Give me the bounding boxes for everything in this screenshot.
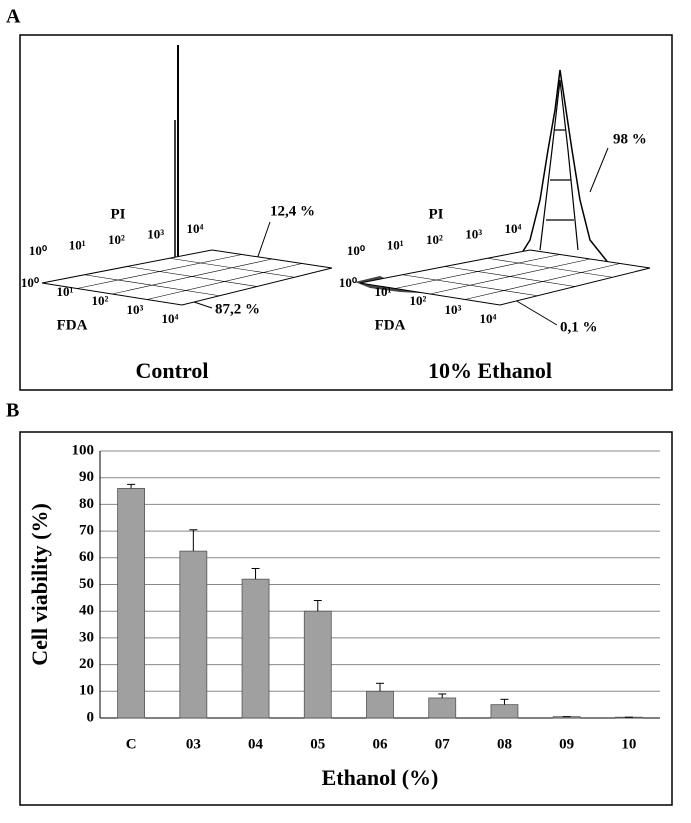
fda-axis-label: FDA	[375, 317, 406, 333]
error-bar	[438, 693, 447, 698]
plane-grid	[146, 263, 303, 300]
y-tick-label: 0	[87, 709, 95, 725]
plot-title: 10% Ethanol	[428, 358, 552, 383]
pi-tick-label: 10⁰	[347, 243, 366, 258]
error-bar	[127, 483, 136, 489]
y-tick-label: 60	[79, 549, 94, 565]
pi-tick-label: 10⁴	[187, 221, 204, 236]
panel-b-frame	[19, 431, 673, 806]
x-tick-label: 06	[373, 736, 389, 752]
x-tick-label: 08	[497, 736, 512, 752]
y-axis-label: Cell viability (%)	[27, 503, 52, 666]
error-bar	[313, 600, 322, 612]
fda-tick-label: 10¹	[57, 284, 74, 299]
peak	[508, 69, 612, 281]
annotation: 87,2 %	[215, 301, 260, 317]
pi-tick-label: 10⁴	[505, 221, 522, 236]
pi-tick-label: 10³	[147, 226, 164, 241]
y-tick-label: 40	[79, 603, 94, 619]
pi-tick-label: 10³	[465, 226, 482, 241]
plane-grid	[169, 257, 295, 278]
annotation: 0,1 %	[560, 319, 598, 335]
pi-tick-label: 10²	[426, 232, 443, 247]
x-tick-label: 05	[310, 736, 325, 752]
y-tick-label: 30	[79, 629, 94, 645]
fda-axis-label: FDA	[57, 317, 88, 333]
x-tick-label: 07	[435, 736, 451, 752]
y-tick-label: 50	[79, 576, 94, 592]
fda-tick-label: 10²	[92, 293, 109, 308]
error-bar	[376, 682, 384, 692]
fda-tick-label: 10⁴	[480, 311, 497, 326]
bar	[490, 704, 519, 719]
y-tick-label: 100	[72, 442, 95, 458]
peak-mesh	[539, 79, 579, 251]
bar	[303, 610, 332, 719]
bar	[366, 690, 394, 719]
x-tick-label: 04	[248, 736, 264, 752]
fda-tick-label: 10²	[410, 293, 427, 308]
pi-tick-label: 10¹	[387, 237, 404, 252]
pi-axis-label: PI	[429, 206, 444, 222]
plane-grid	[487, 257, 613, 278]
y-tick-label: 70	[79, 523, 94, 539]
arrow	[514, 299, 558, 326]
x-axis-label: Ethanol (%)	[322, 765, 439, 790]
fda-tick-label: 10³	[445, 302, 462, 317]
pi-tick-label: 10²	[108, 232, 125, 247]
arrow	[589, 147, 609, 193]
plane-grid	[429, 258, 591, 295]
error-bar	[251, 567, 260, 580]
plot-title: Control	[136, 358, 209, 383]
panel-a-frame	[19, 34, 673, 391]
x-tick-label: 03	[186, 736, 201, 752]
error-bar	[189, 529, 198, 552]
fda-tick-label: 10⁰	[339, 275, 358, 290]
fda-tick-label: 10⁴	[162, 311, 179, 326]
y-tick-label: 80	[79, 496, 94, 512]
fda-tick-label: 10³	[127, 302, 144, 317]
plane-grid	[464, 263, 621, 300]
pi-tick-label: 10¹	[69, 237, 86, 252]
annotation: 12,4 %	[270, 203, 315, 219]
bar	[117, 487, 146, 719]
x-tick-label: 10	[621, 736, 636, 752]
x-tick-label: 09	[559, 736, 574, 752]
plane-grid	[111, 258, 273, 295]
bar	[241, 578, 270, 719]
x-tick-label: C	[126, 736, 137, 752]
y-tick-label: 10	[79, 683, 94, 699]
annotation: 98 %	[613, 131, 647, 147]
panel-label: A	[6, 6, 21, 28]
fda-tick-label: 10⁰	[21, 275, 40, 290]
y-tick-label: 20	[79, 656, 94, 672]
panel-label: B	[6, 400, 19, 422]
pi-axis-label: PI	[111, 206, 126, 222]
bar	[428, 697, 457, 719]
bar	[179, 550, 208, 719]
y-tick-label: 90	[79, 469, 94, 485]
pi-tick-label: 10⁰	[29, 243, 48, 258]
fda-tick-label: 10¹	[375, 284, 392, 299]
error-bar	[500, 698, 509, 705]
